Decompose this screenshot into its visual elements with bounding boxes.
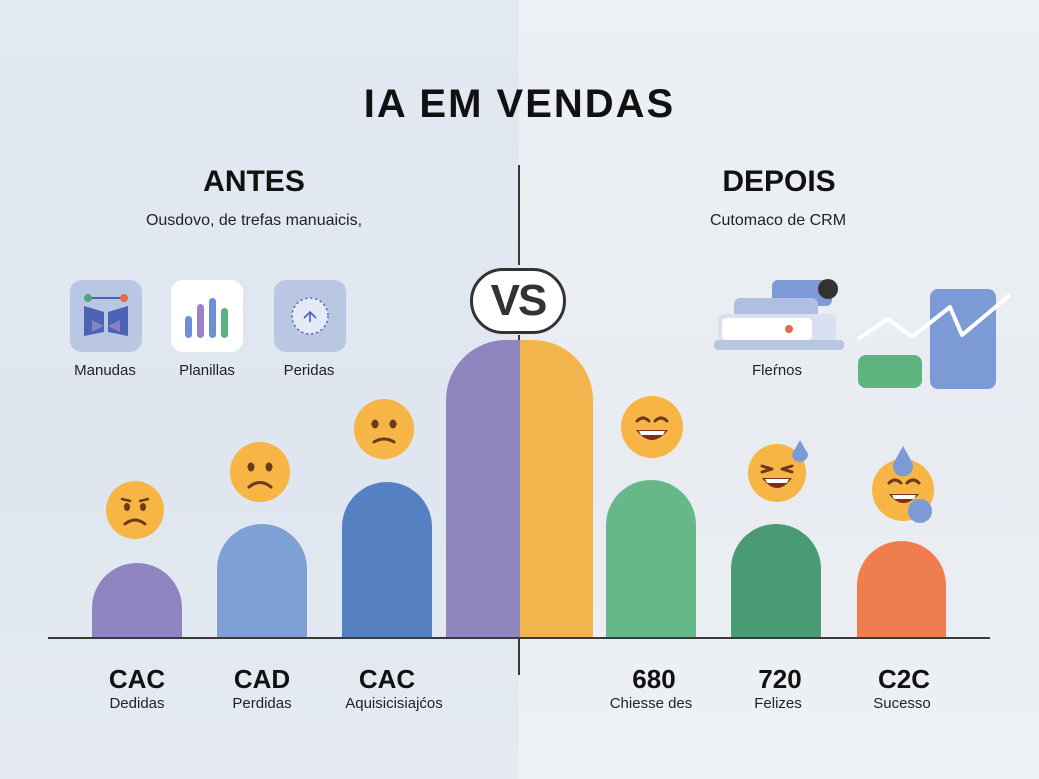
icon-label-manudas: Manudas [74, 362, 136, 379]
worried-face-icon [104, 479, 166, 546]
metric-label-right-3: Sucesso [873, 695, 931, 712]
icon-label-flernos: Fleŕnos [751, 362, 803, 379]
baseline-axis [48, 637, 990, 639]
bar-right-4 [857, 541, 946, 638]
metric-value-right-3: C2C [877, 664, 930, 694]
bar-right-2 [606, 480, 696, 638]
right-background [519, 0, 1039, 779]
metric-label-left-2: Perdidas [232, 695, 292, 712]
bar-left-3 [342, 482, 432, 638]
bar-left-1 [92, 563, 182, 638]
metric-label-right-2: Felizes [754, 695, 802, 712]
metric-label-left-3: Aquisicisiajćos [345, 695, 443, 712]
dotted-circle-icon [274, 280, 346, 352]
frown-face-icon [352, 397, 416, 466]
sad-face-icon [228, 440, 292, 509]
left-background [0, 0, 519, 779]
icon-label-planillas: Planillas [179, 362, 235, 379]
crm-machine-icon [714, 276, 844, 356]
bar-right-1 [520, 340, 593, 638]
metric-value-left-3: CAC [358, 664, 416, 694]
metric-label-right-1: Chiesse des [609, 695, 693, 712]
happy-sweat-face-icon [870, 446, 936, 531]
workflow-icon [70, 280, 142, 352]
bar-left-4 [446, 340, 520, 638]
bar-right-3 [731, 524, 821, 638]
bar-left-2 [217, 524, 307, 638]
icon-label-peridas: Peridas [283, 362, 335, 379]
metric-value-right-2: 720 [758, 664, 802, 694]
metric-value-right-1: 680 [632, 664, 676, 694]
laughing-sweat-face-icon [746, 438, 812, 509]
metric-value-left-2: CAD [233, 664, 291, 694]
vs-badge: VS [470, 268, 566, 334]
right-subtitle: Cutomaco de CRM [709, 212, 847, 229]
growth-chart-icon [850, 285, 1015, 395]
left-subtitle: Ousdovo, de trefas manuaicis, [145, 212, 363, 229]
metric-value-left-1: CAC [108, 664, 166, 694]
metric-label-left-1: Dedidas [109, 695, 165, 712]
right-heading: DEPOIS [722, 165, 836, 198]
grinning-face-icon [619, 394, 685, 465]
left-heading: ANTES [203, 165, 305, 198]
bar-chart-icon [171, 280, 243, 352]
page-title: IA EM VENDAS [363, 82, 676, 126]
center-divider-top [518, 165, 520, 265]
